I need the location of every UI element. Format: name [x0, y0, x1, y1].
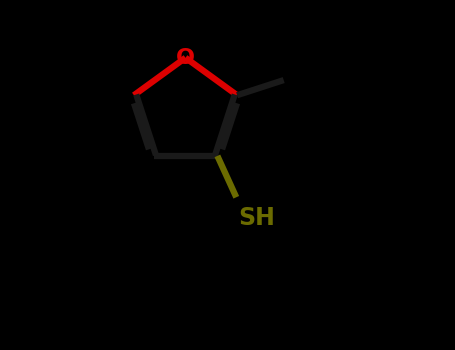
Text: SH: SH: [238, 206, 275, 230]
Text: O: O: [176, 48, 195, 68]
